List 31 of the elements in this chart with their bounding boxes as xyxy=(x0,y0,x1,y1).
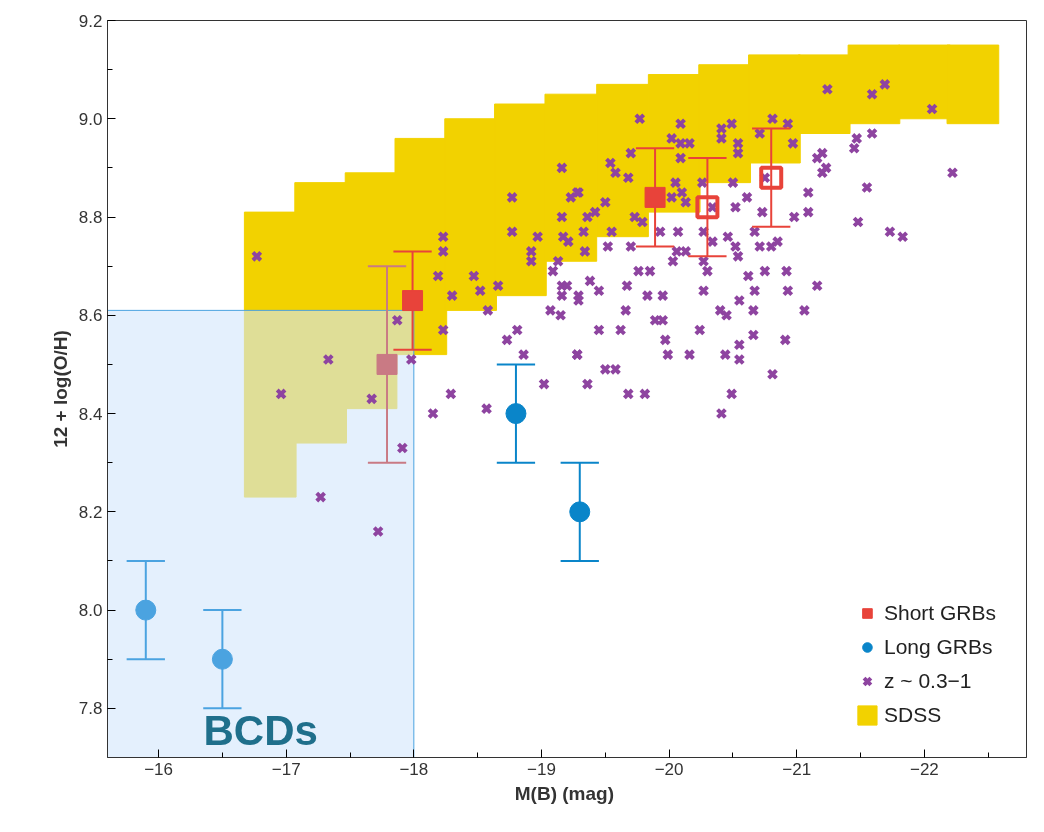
x-tick-label: −18 xyxy=(399,759,429,779)
series-label: BCDs xyxy=(203,706,318,754)
y-tick-label: 7.8 xyxy=(78,699,103,719)
legend-label: z ~ 0.3−1 xyxy=(883,669,972,693)
point xyxy=(759,165,784,190)
x-tick-label: −19 xyxy=(527,759,556,779)
y-tick-label: 8.8 xyxy=(78,208,103,228)
point xyxy=(211,648,233,670)
legend-label: SDSS xyxy=(883,703,942,727)
y-tick-label: 8.2 xyxy=(78,502,103,522)
point xyxy=(644,186,666,208)
y-axis-title: 12 + log(O/H) xyxy=(49,330,71,448)
point xyxy=(505,403,527,425)
x-tick-label: −22 xyxy=(909,759,939,779)
x-tick-label: −17 xyxy=(271,759,301,779)
point xyxy=(569,501,591,523)
y-tick-label: 9.2 xyxy=(78,11,103,31)
x-tick-label: −16 xyxy=(144,759,173,779)
point xyxy=(402,290,424,312)
y-tick-label: 8.0 xyxy=(78,601,103,621)
point xyxy=(695,195,720,220)
x-axis-title: M(B) (mag) xyxy=(514,782,614,804)
point xyxy=(135,599,157,621)
x-tick-label: −20 xyxy=(654,759,684,779)
y-tick-label: 8.6 xyxy=(78,306,103,326)
y-tick-label: 9.0 xyxy=(78,109,103,129)
x-tick-label: −21 xyxy=(782,759,812,779)
point xyxy=(376,353,398,375)
legend-label: Long GRBs xyxy=(883,635,993,659)
legend-label: Short GRBs xyxy=(883,601,996,625)
y-tick-label: 8.4 xyxy=(78,404,103,424)
